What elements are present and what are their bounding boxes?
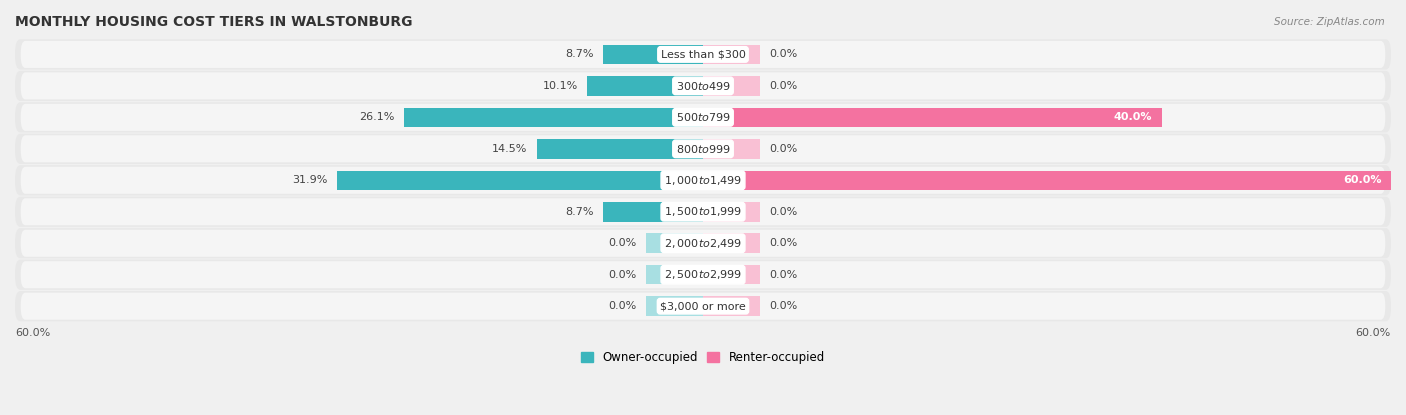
Bar xyxy=(588,76,703,95)
Legend: Owner-occupied, Renter-occupied: Owner-occupied, Renter-occupied xyxy=(576,347,830,369)
Text: 60.0%: 60.0% xyxy=(1343,175,1382,185)
FancyBboxPatch shape xyxy=(15,39,1391,70)
Text: 0.0%: 0.0% xyxy=(769,207,797,217)
FancyBboxPatch shape xyxy=(21,72,1385,100)
Bar xyxy=(645,45,703,64)
Bar xyxy=(337,171,703,190)
Text: 0.0%: 0.0% xyxy=(769,238,797,248)
Bar xyxy=(703,234,761,253)
FancyBboxPatch shape xyxy=(15,228,1391,259)
Bar xyxy=(645,234,703,253)
Bar xyxy=(645,202,703,222)
FancyBboxPatch shape xyxy=(15,102,1391,132)
Text: MONTHLY HOUSING COST TIERS IN WALSTONBURG: MONTHLY HOUSING COST TIERS IN WALSTONBUR… xyxy=(15,15,412,29)
Bar xyxy=(703,265,761,284)
Bar xyxy=(645,107,703,127)
Bar xyxy=(645,265,703,284)
FancyBboxPatch shape xyxy=(15,197,1391,227)
Bar xyxy=(404,107,703,127)
Text: 8.7%: 8.7% xyxy=(565,49,595,59)
Bar xyxy=(703,139,761,159)
Bar xyxy=(703,107,761,127)
Bar xyxy=(703,202,761,222)
Text: 40.0%: 40.0% xyxy=(1114,112,1153,122)
FancyBboxPatch shape xyxy=(21,293,1385,320)
Text: 0.0%: 0.0% xyxy=(769,49,797,59)
Bar xyxy=(645,76,703,95)
FancyBboxPatch shape xyxy=(21,41,1385,68)
Text: 14.5%: 14.5% xyxy=(492,144,527,154)
Bar xyxy=(537,139,703,159)
FancyBboxPatch shape xyxy=(21,135,1385,162)
Text: 0.0%: 0.0% xyxy=(609,270,637,280)
Text: 0.0%: 0.0% xyxy=(769,301,797,311)
FancyBboxPatch shape xyxy=(21,167,1385,194)
FancyBboxPatch shape xyxy=(21,104,1385,131)
Text: 60.0%: 60.0% xyxy=(1355,328,1391,338)
FancyBboxPatch shape xyxy=(15,134,1391,164)
Text: $500 to $799: $500 to $799 xyxy=(675,111,731,123)
Text: 10.1%: 10.1% xyxy=(543,81,578,91)
Text: 0.0%: 0.0% xyxy=(609,238,637,248)
Text: Source: ZipAtlas.com: Source: ZipAtlas.com xyxy=(1274,17,1385,27)
Bar xyxy=(645,171,703,190)
Bar xyxy=(703,107,1161,127)
FancyBboxPatch shape xyxy=(15,71,1391,101)
Text: 0.0%: 0.0% xyxy=(769,81,797,91)
Text: $3,000 or more: $3,000 or more xyxy=(661,301,745,311)
FancyBboxPatch shape xyxy=(15,260,1391,290)
Text: Less than $300: Less than $300 xyxy=(661,49,745,59)
Text: 26.1%: 26.1% xyxy=(359,112,395,122)
Text: $1,000 to $1,499: $1,000 to $1,499 xyxy=(664,174,742,187)
Bar xyxy=(703,171,1391,190)
Text: 8.7%: 8.7% xyxy=(565,207,595,217)
Text: 0.0%: 0.0% xyxy=(769,144,797,154)
FancyBboxPatch shape xyxy=(15,291,1391,321)
Text: $1,500 to $1,999: $1,500 to $1,999 xyxy=(664,205,742,218)
FancyBboxPatch shape xyxy=(15,165,1391,195)
Bar xyxy=(603,202,703,222)
Text: 0.0%: 0.0% xyxy=(609,301,637,311)
Text: 0.0%: 0.0% xyxy=(769,270,797,280)
Text: $2,500 to $2,999: $2,500 to $2,999 xyxy=(664,268,742,281)
Bar xyxy=(703,171,761,190)
Bar xyxy=(603,45,703,64)
Bar xyxy=(645,139,703,159)
FancyBboxPatch shape xyxy=(21,261,1385,288)
Text: 31.9%: 31.9% xyxy=(292,175,328,185)
Text: $800 to $999: $800 to $999 xyxy=(675,143,731,155)
Text: 60.0%: 60.0% xyxy=(15,328,51,338)
Bar xyxy=(703,76,761,95)
Bar xyxy=(703,296,761,316)
Text: $2,000 to $2,499: $2,000 to $2,499 xyxy=(664,237,742,250)
FancyBboxPatch shape xyxy=(21,198,1385,225)
Bar xyxy=(645,296,703,316)
Bar xyxy=(703,45,761,64)
FancyBboxPatch shape xyxy=(21,230,1385,257)
Text: $300 to $499: $300 to $499 xyxy=(675,80,731,92)
